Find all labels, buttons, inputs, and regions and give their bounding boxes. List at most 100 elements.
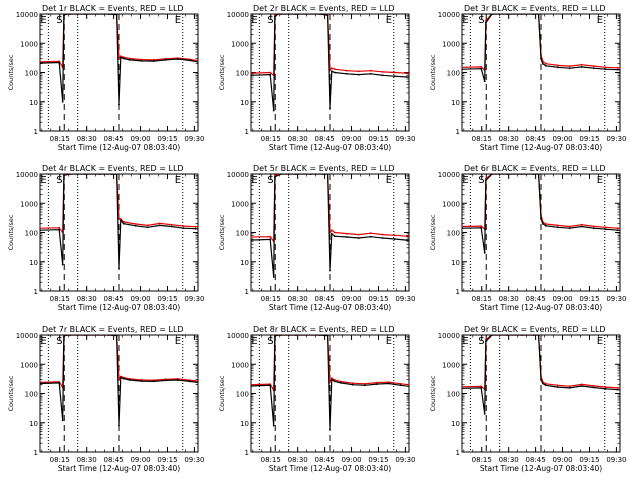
series-lld-point [604, 226, 607, 229]
series-lld-point [485, 338, 487, 341]
y-tick-label: 10000 [438, 171, 460, 179]
y-tick-label: 10000 [16, 332, 38, 340]
x-tick-label: 08:15 [261, 135, 281, 143]
series-events-point [537, 14, 540, 15]
series-lld-point [418, 73, 420, 75]
x-tick-label: 09:30 [184, 295, 204, 303]
x-axis-label: Start Time (12-Aug-07 08:03:40) [269, 303, 391, 312]
series-events-point [170, 225, 173, 228]
series-events-point [418, 387, 420, 389]
x-tick-label: 08:30 [288, 456, 308, 464]
x-tick-label: 08:15 [472, 135, 492, 143]
marker-label-E: E [251, 336, 257, 347]
series-events-point [69, 174, 71, 175]
series-lld-point [158, 222, 161, 225]
series-events-point [115, 14, 118, 16]
series-lld-point [568, 225, 571, 228]
y-tick-label: 1000 [231, 40, 249, 48]
y-tick-label: 1000 [231, 200, 249, 208]
series-events-point [119, 376, 122, 379]
series-events-point [274, 15, 276, 18]
series-lld-point [462, 385, 463, 388]
series-events-point [295, 335, 297, 336]
y-axis-label: Counts/sec [7, 54, 15, 90]
series-events-point [280, 14, 282, 15]
series-events-point [483, 252, 486, 254]
series-events-point [405, 239, 408, 242]
marker-label-E: E [175, 175, 181, 186]
series-events-point [251, 74, 252, 77]
series-events-point [69, 335, 71, 336]
series-lld-point [134, 223, 137, 225]
series-lld-point [128, 57, 131, 60]
series-lld-point [251, 72, 252, 75]
x-tick-label: 08:45 [315, 456, 335, 464]
series-events-point [274, 175, 276, 178]
series-events-point [629, 69, 631, 71]
x-tick-label: 08:45 [104, 295, 124, 303]
series-events-point [544, 224, 547, 227]
x-tick-label: 09:30 [184, 135, 204, 143]
y-tick-label: 1 [245, 449, 249, 457]
series-events-point [556, 226, 559, 229]
y-tick-label: 100 [25, 70, 38, 78]
marker-label-S: S [267, 175, 273, 186]
y-tick-label: 10 [240, 99, 249, 107]
x-tick-label: 08:15 [50, 456, 70, 464]
series-events-point [207, 228, 209, 230]
series-events-point [84, 174, 86, 175]
series-events-point [272, 109, 275, 112]
series-lld-point [369, 69, 372, 72]
y-tick-label: 10 [29, 420, 38, 428]
series-lld-point [182, 225, 185, 228]
series-events-point [61, 419, 64, 422]
series-events-point [277, 14, 279, 15]
series-lld-point [269, 235, 272, 238]
panel-title: Det 9r BLACK = Events, RED = LLD [464, 325, 606, 334]
series-events-point [568, 387, 571, 389]
series-events-point [491, 174, 493, 175]
series-events-point [537, 335, 540, 336]
x-tick-label: 08:45 [315, 295, 335, 303]
series-events-point [330, 378, 333, 381]
series-lld-point [604, 386, 607, 388]
panel-title: Det 7r BLACK = Events, RED = LLD [42, 325, 184, 334]
x-tick-label: 09:00 [552, 135, 572, 143]
series-events-point [544, 64, 547, 67]
y-tick-label: 100 [447, 70, 460, 78]
x-tick-label: 08:30 [288, 135, 308, 143]
series-lld-point [146, 224, 149, 227]
series-events-point [182, 227, 185, 230]
series-events-point [84, 14, 86, 15]
series-lld-point [580, 63, 583, 66]
series-events-point [333, 71, 336, 74]
panel-det-7: Det 7r BLACK = Events, RED = LLD 1 10 100 10… [7, 325, 205, 473]
series-events-point [580, 225, 583, 228]
series-lld-point [274, 174, 276, 177]
panel-det-8: Det 8r BLACK = Events, RED = LLD 1 10 100 10… [218, 325, 420, 473]
series-events-point [188, 380, 191, 383]
series-events-point [118, 424, 120, 427]
series-lld-point [345, 232, 348, 235]
panel-det-5: Det 5r BLACK = Events, RED = LLD 1 10 100 10… [218, 164, 420, 312]
series-events-point [418, 240, 420, 242]
series-lld-point [381, 233, 384, 236]
series-events-point [280, 335, 282, 336]
series-events-point [122, 377, 125, 380]
series-events-point [295, 174, 297, 175]
series-events-point [140, 60, 143, 62]
series-events-point [568, 67, 571, 70]
series-events-point [580, 385, 583, 387]
y-tick-label: 10 [451, 420, 460, 428]
series-lld-point [393, 234, 396, 237]
x-axis-label: Start Time (12-Aug-07 08:03:40) [58, 464, 180, 473]
series-events-point [122, 57, 125, 60]
y-axis-label: Counts/sec [218, 375, 226, 411]
series-events-point [381, 237, 384, 239]
series-events-point [272, 276, 275, 278]
series-lld-point [462, 225, 463, 228]
series-lld-point [329, 381, 331, 383]
series-lld-point [357, 70, 360, 73]
series-events-point [146, 226, 149, 229]
series-events-point [629, 230, 631, 232]
